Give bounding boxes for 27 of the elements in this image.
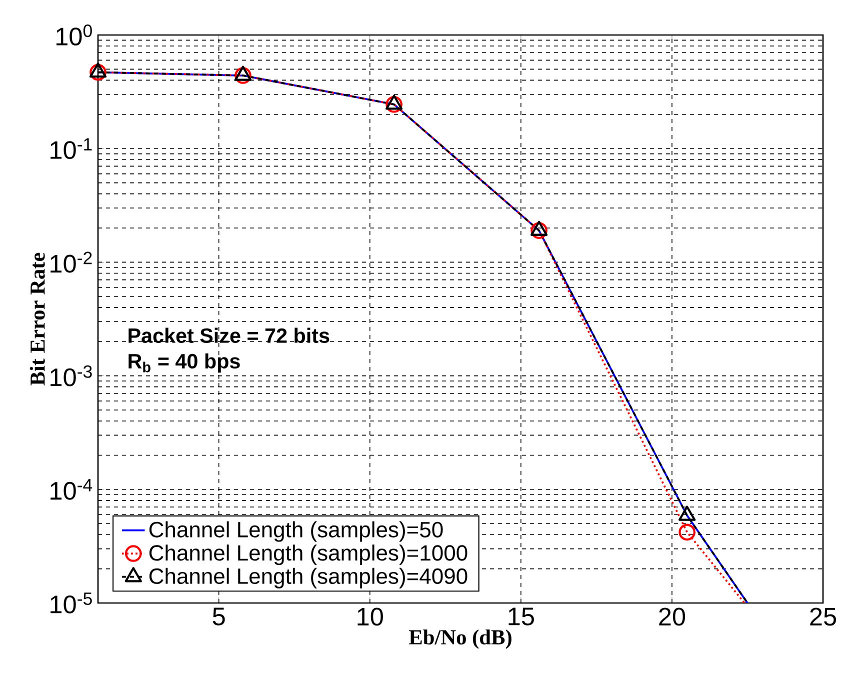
y-tick-label: 10$^{-2}$ bbox=[50, 252, 92, 273]
x-tick-label: 20 bbox=[659, 608, 686, 626]
point bbox=[385, 94, 403, 110]
y-tick-label: 10$^{0}$ bbox=[56, 24, 92, 46]
x-tick-label: 15 bbox=[508, 608, 534, 626]
point bbox=[90, 64, 106, 81]
y-tick-label: 10$^{-1}$ bbox=[50, 138, 92, 160]
y-tick-label: 10$^{-3}$ bbox=[50, 365, 92, 386]
point bbox=[678, 524, 696, 541]
point bbox=[89, 62, 107, 78]
annotation: R$_{b}$ = 40 bps bbox=[128, 353, 240, 373]
legend-label: Channel Length (samples)=1000 bbox=[149, 544, 468, 566]
x-tick-label: 10 bbox=[358, 608, 383, 626]
point bbox=[234, 66, 252, 81]
point bbox=[234, 67, 252, 84]
y-axis-title: Bit Error Rate bbox=[30, 252, 45, 386]
point bbox=[386, 96, 402, 113]
legend-label: Channel Length (samples)=4090 bbox=[149, 568, 468, 588]
y-tick-label: 10$^{-5}$ bbox=[50, 592, 92, 614]
x-tick-label: 5 bbox=[212, 608, 225, 626]
annotation: Packet Size = 72 bits bbox=[128, 328, 330, 343]
x-tick-label: 25 bbox=[810, 608, 836, 626]
point bbox=[530, 222, 548, 239]
point bbox=[530, 220, 548, 236]
legend-label: Channel Length (samples)=50 bbox=[149, 521, 443, 542]
x-axis-title: Eb/No (dB) bbox=[408, 629, 512, 649]
y-tick-label: 10$^{-4}$ bbox=[50, 479, 92, 500]
